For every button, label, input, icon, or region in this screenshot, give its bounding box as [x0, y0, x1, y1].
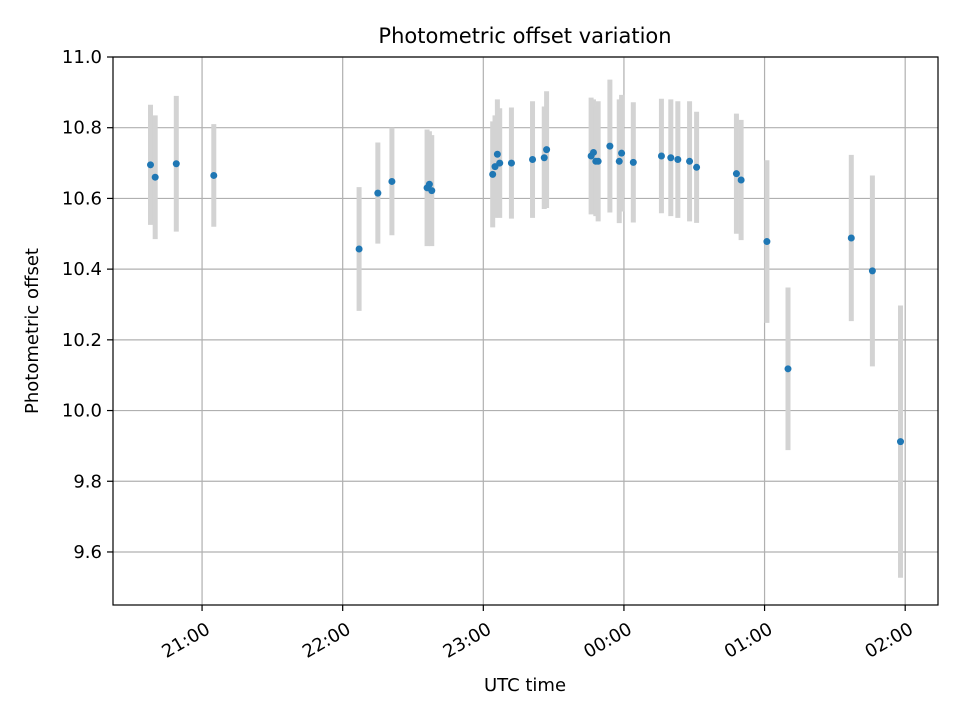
x-tick-label: 22:00 [299, 619, 354, 663]
x-tick-label: 00:00 [580, 619, 635, 663]
data-point [847, 234, 855, 242]
y-axis: 9.6 9.8 10.0 10.2 10.4 10.6 10.8 11.0 [62, 47, 113, 563]
data-point [618, 149, 626, 157]
data-point [540, 154, 548, 162]
data-point [868, 267, 876, 275]
data-point [210, 171, 218, 179]
y-tick-label: 11.0 [62, 47, 102, 68]
data-point [897, 438, 904, 446]
data-point [594, 157, 602, 165]
data-point [674, 156, 682, 164]
error-bars [148, 79, 903, 578]
x-tick-label: 02:00 [861, 619, 916, 663]
x-tick-label: 23:00 [440, 619, 495, 663]
plot-area-frame [112, 56, 939, 606]
x-axis-title: UTC time [484, 675, 566, 696]
y-tick-label: 9.6 [73, 542, 102, 563]
data-point [493, 150, 501, 158]
y-tick-label: 10.8 [62, 118, 102, 139]
chart-title: Photometric offset variation [378, 24, 671, 48]
data-point [489, 170, 497, 178]
data-point [529, 156, 537, 164]
y-tick-label: 9.8 [73, 471, 102, 492]
x-tick-label: 21:00 [158, 619, 213, 663]
data-point [374, 189, 382, 197]
y-tick-label: 10.4 [62, 259, 102, 280]
data-point [763, 238, 771, 246]
data-point [657, 152, 665, 160]
data-point [425, 180, 433, 188]
data-point [686, 157, 694, 165]
data-point [388, 177, 396, 185]
data-point [615, 157, 623, 165]
y-tick-label: 10.6 [62, 188, 102, 209]
data-point [543, 146, 551, 154]
data-points [147, 142, 904, 446]
data-point [784, 365, 792, 373]
data-point [496, 159, 504, 167]
y-axis-title: Photometric offset [22, 248, 43, 414]
x-axis: 21:00 22:00 23:00 00:00 01:00 02:00 [158, 605, 917, 663]
grid [113, 56, 938, 605]
data-point [507, 159, 515, 167]
data-point [151, 173, 159, 181]
data-point [147, 161, 154, 169]
y-tick-label: 10.2 [62, 330, 102, 351]
data-point [667, 154, 675, 162]
data-point [737, 176, 745, 184]
y-tick-label: 10.0 [62, 401, 102, 422]
data-point [693, 163, 701, 171]
data-point [606, 142, 614, 150]
data-point [732, 170, 740, 178]
data-point [629, 158, 637, 166]
x-tick-label: 01:00 [721, 619, 776, 663]
data-point [589, 148, 597, 156]
data-point [428, 187, 436, 195]
data-point [172, 160, 180, 168]
data-point [355, 245, 363, 253]
